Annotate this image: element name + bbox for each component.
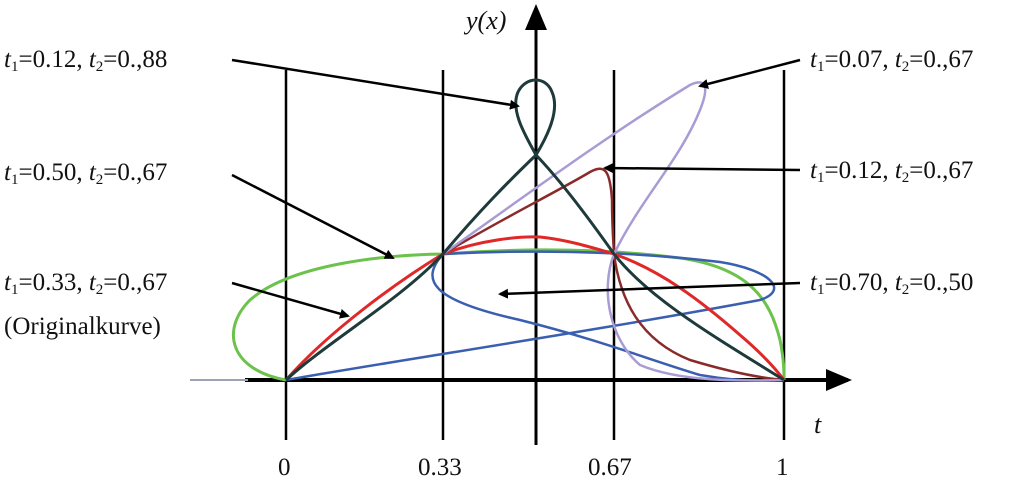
- annotation-left-3-note: (Originalkurve): [4, 313, 161, 340]
- curve-blue: [285, 250, 785, 382]
- callout-arrow-l3: [231, 281, 350, 319]
- callout-arrow-l1: [231, 58, 520, 110]
- callout-arrow-r1: [698, 58, 801, 89]
- x-axis-label: t: [814, 410, 822, 439]
- annotation-left-3: t1=0.33, t2=0.,67: [4, 269, 168, 298]
- x-tick-label-033: 0.33: [418, 454, 462, 481]
- curve-lavender: [442, 81, 785, 382]
- annotation-left-1: t1=0.12, t2=0.,88: [4, 46, 168, 75]
- x-tick-label-0: 0: [278, 454, 291, 481]
- callout-arrow-r2: [603, 163, 801, 174]
- annotation-left-2: t1=0.50, t2=0.,67: [4, 159, 168, 188]
- annotation-right-3: t1=0.70, t2=0.,50: [810, 269, 974, 298]
- callout-arrow-r3: [498, 281, 801, 299]
- curve-black: [284, 78, 785, 382]
- annotation-right-2: t1=0.12, t2=0.,67: [810, 157, 974, 186]
- curve-green: [232, 248, 786, 382]
- curve-darkred: [442, 167, 785, 382]
- curve-red: [284, 235, 786, 381]
- x-tick-label-067: 0.67: [588, 454, 632, 481]
- x-tick-label-1: 1: [776, 454, 789, 481]
- callout-arrow-l2: [231, 173, 395, 260]
- y-axis-label: y(x): [466, 6, 507, 35]
- annotation-right-1: t1=0.07, t2=0.,67: [810, 46, 974, 75]
